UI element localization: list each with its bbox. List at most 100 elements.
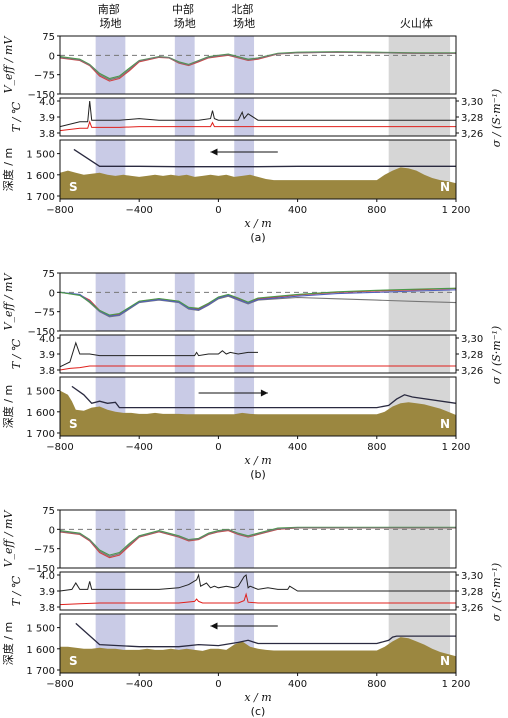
south-site-label-line1: 南部 bbox=[98, 2, 120, 16]
x-tick-label: −400 bbox=[125, 442, 152, 453]
x-tick-label: −800 bbox=[46, 679, 73, 690]
veff-tick-label: 0 bbox=[49, 51, 55, 62]
shaded-region-0-veff bbox=[95, 273, 126, 331]
temp-axis-label: T / ℃ bbox=[10, 575, 23, 606]
seafloor-profile bbox=[60, 637, 456, 673]
temp-tick-label: 4.0 bbox=[39, 334, 55, 345]
site-header-labels: 南部 场地 中部 场地 北部 场地 火山体 bbox=[98, 2, 433, 30]
shaded-region-3-veff bbox=[388, 36, 451, 94]
sigma-tick-label: 3,28 bbox=[461, 113, 483, 124]
x-tick-label: 400 bbox=[288, 442, 307, 453]
temperature-line bbox=[59, 100, 456, 128]
depth-frame bbox=[59, 139, 457, 200]
north-site-label-line1: 北部 bbox=[231, 2, 253, 16]
middle-site-label: 中部 场地 bbox=[172, 2, 198, 30]
seafloor-profile bbox=[60, 390, 456, 436]
middle-site-label-line1: 中部 bbox=[172, 2, 194, 16]
x-tick-label: 400 bbox=[288, 679, 307, 690]
temp-tick-label: 4.0 bbox=[39, 571, 55, 582]
depth-tick-label: 1 700 bbox=[26, 429, 55, 440]
depth-tick-label: 1 500 bbox=[26, 387, 55, 398]
panel-a: 75 0 −75 −150 V_eff / mV 3.8 3.9 4.0 3,26 3,28 3,3… bbox=[1, 32, 503, 244]
shaded-region-3-veff bbox=[388, 510, 451, 568]
x-tick-label: 0 bbox=[215, 205, 221, 216]
sigma-axis-label: σ / (S·m⁻¹) bbox=[490, 89, 503, 147]
veff-series-gray bbox=[59, 51, 456, 81]
shaded-region-3-temp bbox=[388, 98, 451, 136]
sigma-tick-label: 3,28 bbox=[461, 350, 483, 361]
seafloor-profile bbox=[60, 167, 456, 199]
depth-axis-label: 深度 / m bbox=[1, 385, 15, 428]
tow-direction-arrowhead bbox=[260, 389, 268, 397]
veff-series-blue bbox=[59, 289, 457, 317]
conductivity-line bbox=[59, 592, 456, 606]
temp-tick-label: 3.8 bbox=[39, 129, 55, 140]
shaded-region-0-temp bbox=[95, 572, 126, 610]
x-tick-label: −400 bbox=[125, 679, 152, 690]
shaded-region-2-temp bbox=[234, 335, 255, 373]
x-tick-label: 0 bbox=[215, 442, 221, 453]
tow-direction-arrowhead bbox=[210, 148, 218, 156]
sigma-tick-label: 3,30 bbox=[461, 97, 483, 108]
depth-tick-label: 1 700 bbox=[26, 666, 55, 677]
sigma-axis-label: σ / (S·m⁻¹) bbox=[490, 563, 503, 621]
x-axis-label: x / m bbox=[244, 217, 271, 230]
shaded-region-1-temp bbox=[174, 572, 195, 610]
shaded-region-3-temp bbox=[388, 335, 451, 373]
north-marker: N bbox=[440, 417, 450, 431]
temp-tick-label: 3.8 bbox=[39, 366, 55, 377]
veff-frame bbox=[59, 509, 457, 569]
veff-tick-label: −75 bbox=[34, 308, 55, 319]
north-site-label: 北部 场地 bbox=[231, 2, 257, 30]
x-tick-label: 1 200 bbox=[442, 205, 471, 216]
depth-tick-label: 1 500 bbox=[26, 150, 55, 161]
sigma-tick-label: 3,26 bbox=[461, 603, 483, 614]
panel-c: 75 0 −75 −150 V_eff / mV 3.8 3.9 4.0 3,26 3,28 3,3… bbox=[1, 506, 503, 718]
depth-tick-label: 1 600 bbox=[26, 408, 55, 419]
depth-tick-label: 1 500 bbox=[26, 624, 55, 635]
south-site-label: 南部 场地 bbox=[98, 2, 123, 30]
shaded-region-2-veff bbox=[234, 510, 255, 568]
depth-frame bbox=[59, 613, 457, 674]
north-site-label-line2: 场地 bbox=[233, 16, 255, 30]
tow-direction-arrowhead bbox=[210, 622, 218, 630]
depth-tick-label: 1 600 bbox=[26, 171, 55, 182]
shaded-region-2-temp bbox=[234, 572, 255, 610]
veff-frame bbox=[59, 35, 457, 95]
veff-tick-label: −75 bbox=[34, 71, 55, 82]
panel-label: (a) bbox=[250, 231, 265, 244]
x-tick-label: −800 bbox=[46, 442, 73, 453]
depth-axis-label: 深度 / m bbox=[1, 622, 15, 665]
x-tick-label: 800 bbox=[367, 679, 386, 690]
veff-tick-label: 0 bbox=[49, 288, 55, 299]
veff-tick-label: 0 bbox=[49, 525, 55, 536]
panels: 75 0 −75 −150 V_eff / mV 3.8 3.9 4.0 3,26 3,28 3,3… bbox=[1, 32, 503, 718]
shaded-region-1-veff bbox=[174, 273, 195, 331]
shaded-region-0-veff bbox=[95, 510, 126, 568]
temp-axis-label: T / ℃ bbox=[10, 101, 23, 132]
north-marker: N bbox=[440, 180, 450, 194]
veff-axis-label: V_eff / mV bbox=[2, 36, 15, 94]
sigma-tick-label: 3,26 bbox=[461, 129, 483, 140]
shaded-region-1-temp bbox=[174, 335, 195, 373]
sigma-tick-label: 3,28 bbox=[461, 587, 483, 598]
shaded-region-2-veff bbox=[234, 36, 255, 94]
tow-depth-line bbox=[73, 148, 456, 168]
sigma-tick-label: 3,30 bbox=[461, 571, 483, 582]
conductivity-line bbox=[59, 120, 456, 132]
x-axis-label: x / m bbox=[244, 454, 271, 467]
veff-tick-label: −150 bbox=[28, 90, 55, 101]
veff-frame bbox=[59, 272, 457, 332]
sigma-tick-label: 3,30 bbox=[461, 334, 483, 345]
x-tick-label: 0 bbox=[215, 679, 221, 690]
veff-tick-label: −150 bbox=[28, 564, 55, 575]
north-marker: N bbox=[440, 654, 450, 668]
shaded-region-0-temp bbox=[95, 335, 126, 373]
x-tick-label: 800 bbox=[367, 442, 386, 453]
panel-label: (c) bbox=[251, 705, 266, 718]
south-marker: S bbox=[69, 654, 78, 668]
volcano-label: 火山体 bbox=[400, 16, 433, 30]
panel-b: 75 0 −75 −150 V_eff / mV 3.8 3.9 4.0 3,26 3,28 3,3… bbox=[1, 269, 503, 481]
veff-tick-label: −150 bbox=[28, 327, 55, 338]
shaded-region-0-temp bbox=[95, 98, 126, 136]
